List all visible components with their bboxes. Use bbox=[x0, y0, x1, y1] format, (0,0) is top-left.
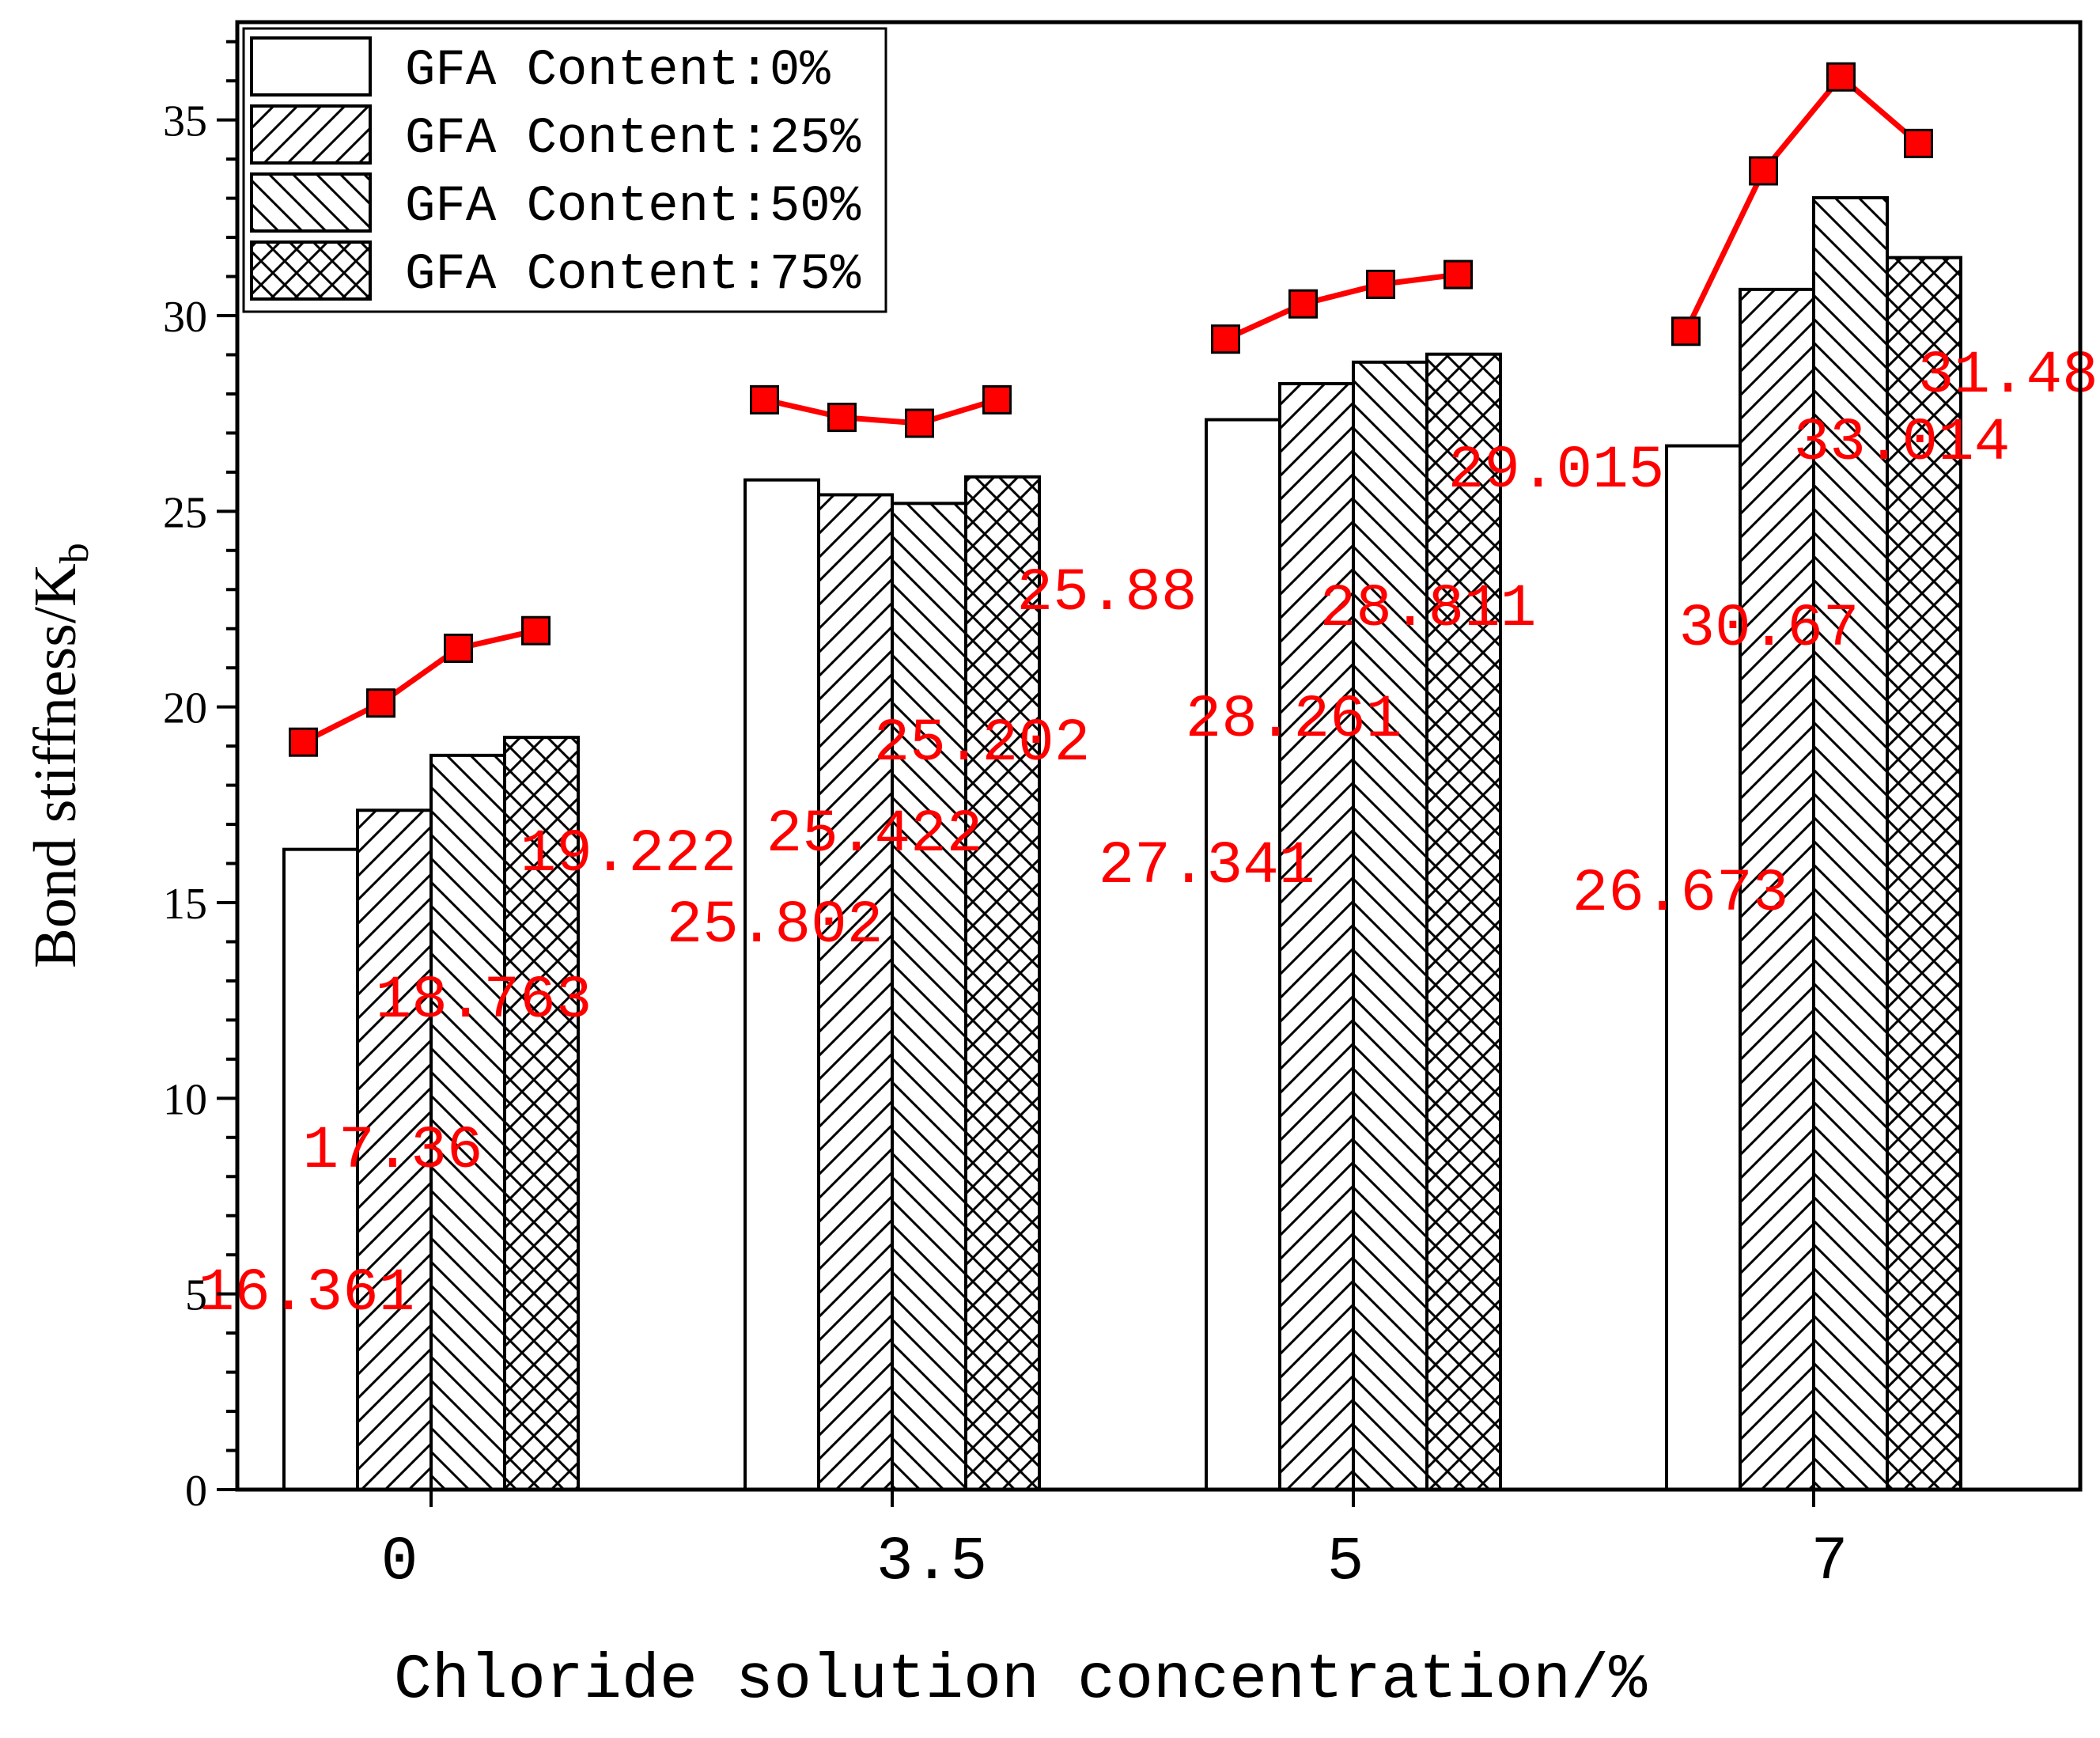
legend: GFA Content:0% GFA Content:25% GFA Conte… bbox=[242, 27, 887, 313]
trend-marker-7-1 bbox=[1749, 156, 1778, 186]
data-label-3_5-series-3: 25.88 bbox=[1016, 559, 1197, 627]
trend-marker-5-1 bbox=[1288, 289, 1318, 319]
data-label-5-series-0: 27.341 bbox=[1099, 832, 1315, 900]
trend-marker-0-2 bbox=[444, 633, 473, 663]
bar-3_5-series-2 bbox=[891, 502, 967, 1491]
data-label-5-series-3: 29.015 bbox=[1448, 437, 1665, 505]
x-tick-label-7: 7 bbox=[1811, 1528, 1848, 1597]
y-tick-label-30: 30 bbox=[163, 293, 207, 342]
bar-3_5-series-0 bbox=[744, 478, 820, 1492]
y-axis-title: Bond stiffness/Kb bbox=[22, 543, 97, 968]
legend-label-gfa-0: GFA Content:0% bbox=[405, 43, 831, 100]
legend-swatch-gfa-75 bbox=[250, 240, 372, 301]
y-axis-title-subscript: b bbox=[52, 543, 97, 563]
data-label-0-series-3: 19.222 bbox=[520, 820, 737, 888]
data-label-layer: 16.36117.3618.76319.22225.80225.42225.20… bbox=[199, 342, 2100, 1327]
trend-line-5 bbox=[1224, 271, 1459, 342]
trend-marker-7-3 bbox=[1904, 128, 1933, 158]
x-axis-title: Chloride solution concentration/% bbox=[394, 1645, 1648, 1717]
data-label-5-series-1: 28.261 bbox=[1186, 686, 1402, 754]
bar-5-series-1 bbox=[1278, 382, 1355, 1491]
trend-marker-3_5-2 bbox=[905, 408, 934, 438]
bar-0-series-0 bbox=[282, 847, 359, 1492]
trend-layer bbox=[289, 62, 1933, 757]
x-tick-label-0: 0 bbox=[381, 1528, 418, 1597]
legend-label-gfa-25: GFA Content:25% bbox=[405, 111, 861, 168]
bar-0-series-1 bbox=[356, 808, 433, 1491]
trend-line-0 bbox=[301, 627, 537, 745]
trend-marker-0-1 bbox=[366, 688, 395, 718]
data-label-7-series-2: 33.014 bbox=[1794, 409, 2011, 477]
axis-layer: 0 3.5 5 7 0 5 10 15 20 25 30 35 bbox=[163, 40, 1848, 1597]
bar-0-series-3 bbox=[503, 736, 580, 1491]
data-label-3_5-series-0: 25.802 bbox=[667, 892, 884, 960]
bar-5-series-0 bbox=[1205, 418, 1281, 1491]
data-label-7-series-3: 31.483 bbox=[1918, 342, 2100, 410]
data-label-7-series-0: 26.673 bbox=[1572, 860, 1789, 928]
trend-line-7 bbox=[1683, 74, 1920, 333]
data-label-0-series-2: 18.763 bbox=[376, 967, 592, 1035]
trend-marker-3_5-0 bbox=[750, 384, 779, 415]
trend-marker-5-3 bbox=[1444, 259, 1473, 290]
y-tick-label-15: 15 bbox=[163, 880, 207, 929]
trend-marker-3_5-3 bbox=[982, 384, 1012, 415]
trend-marker-5-0 bbox=[1211, 324, 1240, 354]
y-tick-label-35: 35 bbox=[163, 97, 207, 146]
y-tick-label-0: 0 bbox=[185, 1467, 207, 1516]
legend-swatch-gfa-0 bbox=[250, 36, 372, 97]
bar-5-series-3 bbox=[1425, 352, 1502, 1492]
y-tick-label-10: 10 bbox=[163, 1075, 207, 1124]
trend-marker-0-0 bbox=[289, 727, 318, 757]
trend-marker-5-2 bbox=[1366, 269, 1395, 299]
trend-marker-7-0 bbox=[1671, 316, 1701, 346]
bars-layer bbox=[282, 195, 1962, 1492]
data-label-3_5-series-1: 25.422 bbox=[766, 801, 983, 869]
legend-swatch-gfa-25 bbox=[250, 104, 372, 165]
bar-5-series-2 bbox=[1352, 360, 1428, 1491]
trend-line-3_5 bbox=[763, 396, 998, 426]
x-tick-label-3_5: 3.5 bbox=[876, 1528, 987, 1597]
bar-3_5-series-3 bbox=[964, 475, 1041, 1492]
bar-3_5-series-1 bbox=[817, 493, 894, 1491]
legend-label-gfa-75: GFA Content:75% bbox=[405, 247, 861, 304]
x-tick-label-5: 5 bbox=[1327, 1528, 1364, 1597]
data-label-7-series-1: 30.67 bbox=[1678, 595, 1859, 663]
bar-7-series-3 bbox=[1886, 256, 1962, 1491]
plot-frame bbox=[235, 20, 2083, 1492]
y-axis-title-main: Bond stiffness/K bbox=[22, 563, 89, 968]
bar-7-series-2 bbox=[1812, 195, 1889, 1491]
bar-7-series-1 bbox=[1739, 287, 1815, 1492]
y-tick-label-25: 25 bbox=[163, 488, 207, 537]
data-label-0-series-1: 17.36 bbox=[302, 1117, 482, 1185]
legend-swatch-gfa-50 bbox=[250, 172, 372, 233]
trend-marker-0-3 bbox=[521, 615, 551, 646]
trend-marker-3_5-1 bbox=[827, 403, 857, 433]
legend-label-gfa-50: GFA Content:50% bbox=[405, 179, 861, 236]
data-label-3_5-series-2: 25.202 bbox=[874, 710, 1091, 778]
y-tick-label-5: 5 bbox=[185, 1271, 207, 1320]
y-tick-label-20: 20 bbox=[163, 684, 207, 733]
trend-marker-7-2 bbox=[1826, 62, 1856, 92]
data-label-5-series-2: 28.811 bbox=[1320, 575, 1537, 643]
